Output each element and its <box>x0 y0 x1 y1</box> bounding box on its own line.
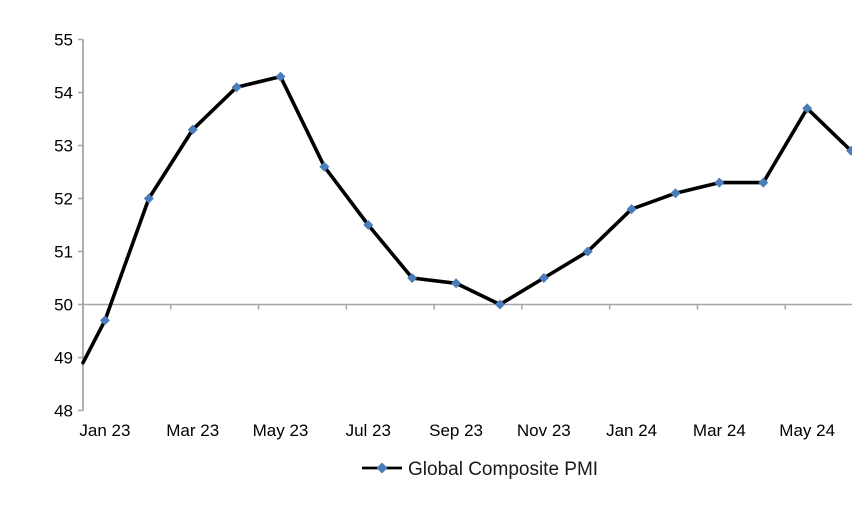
x-tick-label: Jan 24 <box>606 421 657 440</box>
pmi-marker-icon <box>846 145 852 156</box>
x-tick-label: May 23 <box>253 421 309 440</box>
pmi-marker-icon <box>538 273 549 283</box>
x-tick-label: Jul 23 <box>346 421 391 440</box>
pmi-marker-icon <box>319 161 330 172</box>
y-tick-label: 54 <box>54 84 73 103</box>
pmi-marker-icon <box>758 177 769 188</box>
y-tick-label: 48 <box>54 402 73 421</box>
pmi-marker-icon <box>407 273 418 283</box>
x-tick-label: Mar 24 <box>693 421 746 440</box>
y-tick-label: 52 <box>54 190 73 209</box>
y-tick-label: 55 <box>54 31 73 50</box>
x-tick-label: May 24 <box>779 421 835 440</box>
legend-label: Global Composite PMI <box>408 459 598 480</box>
x-tick-label: Nov 23 <box>517 421 571 440</box>
y-tick-label: 49 <box>54 349 73 368</box>
pmi-marker-icon <box>714 177 725 188</box>
pmi-marker-icon <box>363 220 374 230</box>
pmi-marker-icon <box>494 299 505 310</box>
pmi-marker-icon <box>626 204 637 215</box>
pmi-marker-icon <box>582 246 593 257</box>
legend: Global Composite PMI <box>362 459 598 480</box>
chart-canvas: 48 49 50 51 52 53 54 55 Jan 23 Mar 23 May 23 Jul 23… <box>54 31 852 480</box>
x-tick-label: Jan 23 <box>79 421 130 440</box>
pmi-series-line <box>81 74 852 365</box>
x-tick-label: Mar 23 <box>166 421 219 440</box>
pmi-marker-icon <box>187 124 198 135</box>
pmi-marker-icon <box>670 188 681 199</box>
x-tick-label: Sep 23 <box>429 421 483 440</box>
y-tick-label: 51 <box>54 243 73 262</box>
pmi-marker-icon <box>802 103 813 114</box>
y-tick-label: 53 <box>54 137 73 156</box>
y-tick-label: 50 <box>54 296 73 315</box>
pmi-marker-icon <box>451 278 462 289</box>
pmi-marker-icon <box>143 193 154 204</box>
pmi-marker-icon <box>99 315 110 326</box>
pmi-marker-icon <box>231 82 242 93</box>
pmi-line-chart: 48 49 50 51 52 53 54 55 Jan 23 Mar 23 May 23 Jul 23… <box>40 16 852 497</box>
legend-diamond-icon <box>376 462 388 474</box>
pmi-marker-icon <box>275 71 286 82</box>
